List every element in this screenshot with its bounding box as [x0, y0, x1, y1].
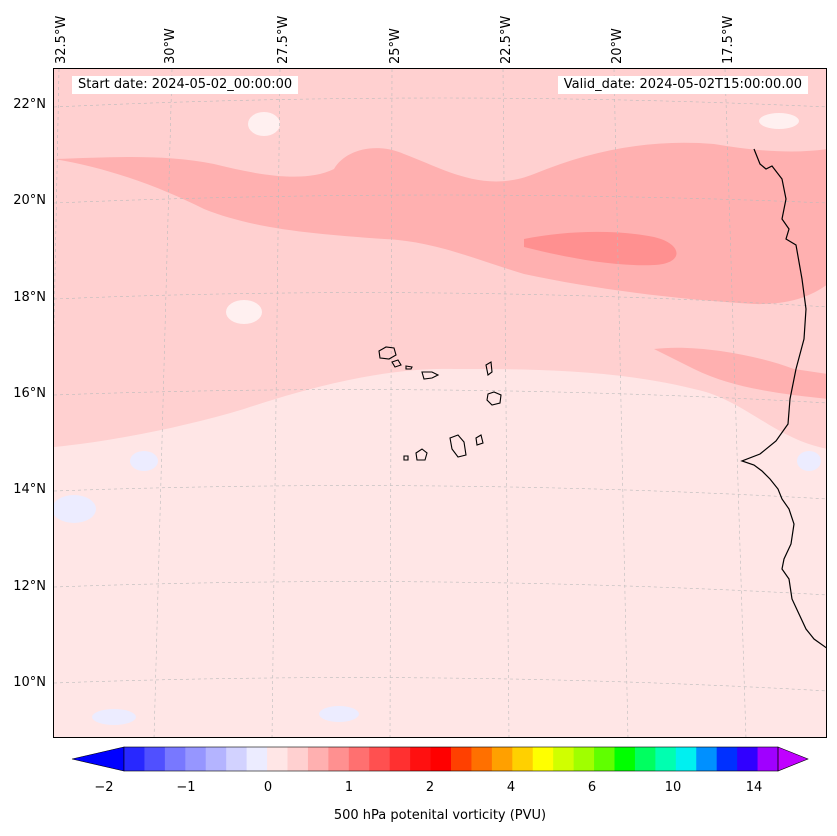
- lon-label-20w: 20°W: [610, 28, 625, 64]
- colorbar-swatch: [451, 747, 472, 771]
- colorbar-swatch: [471, 747, 493, 771]
- colorbar-swatch: [389, 747, 411, 771]
- pv-contour-core: [524, 231, 677, 266]
- lon-label-27-5w: 27.5°W: [276, 15, 291, 64]
- colorbar-tick-label: −2: [94, 780, 114, 795]
- colorbar-swatch: [573, 747, 595, 771]
- colorbar-swatch: [614, 747, 636, 771]
- lat-label-10n: 10°N: [13, 675, 46, 690]
- colorbar-swatch: [410, 747, 432, 771]
- lat-label-14n: 14°N: [13, 482, 46, 497]
- colorbar-swatch: [430, 747, 452, 771]
- lon-label-25w: 25°W: [388, 28, 403, 64]
- colorbar-swatch: [348, 747, 370, 771]
- colorbar-swatch: [164, 747, 186, 771]
- colorbar-over-arrow: [777, 746, 809, 772]
- lon-label-30w: 30°W: [163, 28, 178, 64]
- colorbar-swatch: [696, 747, 718, 771]
- colorbar-swatch: [532, 747, 554, 771]
- colorbar-outline: [123, 746, 779, 772]
- colorbar-tick-label: 1: [344, 780, 354, 795]
- colorbar-swatch: [675, 747, 697, 771]
- colorbar-swatch: [185, 747, 207, 771]
- colorbar-swatch: [267, 747, 288, 771]
- colorbar-swatch: [369, 747, 391, 771]
- colorbar-swatch: [226, 747, 248, 771]
- colorbar-tick-label: 6: [587, 780, 597, 795]
- colorbar: [71, 746, 809, 772]
- lat-label-22n: 22°N: [13, 97, 46, 112]
- valid-date-label: Valid_date: 2024-05-02T15:00:00.00: [557, 76, 808, 94]
- colorbar-swatch: [512, 747, 534, 771]
- lon-label-32-5w: 32.5°W: [54, 15, 69, 64]
- cape-verde-islands: [378, 346, 502, 461]
- colorbar-swatch: [655, 747, 677, 771]
- colorbar-label: 500 hPa potenital vorticity (PVU): [333, 808, 547, 823]
- colorbar-swatch: [757, 747, 779, 771]
- colorbar-swatch: [246, 747, 268, 771]
- colorbar-tick-label: 0: [263, 780, 273, 795]
- start-date-label: Start date: 2024-05-02_00:00:00: [72, 76, 299, 94]
- lat-label-12n: 12°N: [13, 579, 46, 594]
- lat-label-16n: 16°N: [13, 386, 46, 401]
- colorbar-tick-label: −1: [176, 780, 196, 795]
- colorbar-swatch: [205, 747, 227, 771]
- colorbar-swatch: [716, 747, 738, 771]
- colorbar-swatch: [307, 747, 329, 771]
- pv-negative-patch: [319, 706, 359, 722]
- map-panel[interactable]: [53, 68, 827, 738]
- colorbar-swatch: [553, 747, 575, 771]
- colorbar-swatch: [737, 747, 759, 771]
- colorbar-swatch: [124, 747, 145, 771]
- pv-field: [54, 69, 826, 737]
- pv-low-patch: [248, 112, 280, 136]
- pv-negative-patch: [92, 709, 136, 725]
- colorbar-swatch: [144, 747, 166, 771]
- colorbar-swatch: [491, 747, 513, 771]
- pv-negative-patch: [130, 451, 158, 471]
- colorbar-tick-label: 10: [664, 780, 682, 795]
- graticule: [54, 69, 826, 737]
- pv-low-patch: [759, 113, 799, 129]
- lat-label-20n: 20°N: [13, 193, 46, 208]
- lon-label-22-5w: 22.5°W: [499, 15, 514, 64]
- lon-label-17-5w: 17.5°W: [721, 15, 736, 64]
- colorbar-swatch: [287, 747, 309, 771]
- africa-coastline: [740, 148, 826, 649]
- lat-label-18n: 18°N: [13, 290, 46, 305]
- pv-negative-patch: [54, 495, 96, 523]
- pv-contour-medium-2: [654, 347, 826, 399]
- colorbar-swatch: [328, 747, 350, 771]
- pv-negative-patch: [797, 451, 821, 471]
- colorbar-swatch: [634, 747, 656, 771]
- colorbar-tick-label: 4: [506, 780, 516, 795]
- colorbar-swatch: [594, 747, 615, 771]
- pv-low-patch: [226, 300, 262, 324]
- colorbar-tick-label: 14: [745, 780, 763, 795]
- colorbar-tick-label: 2: [425, 780, 435, 795]
- colorbar-under-arrow: [71, 746, 125, 772]
